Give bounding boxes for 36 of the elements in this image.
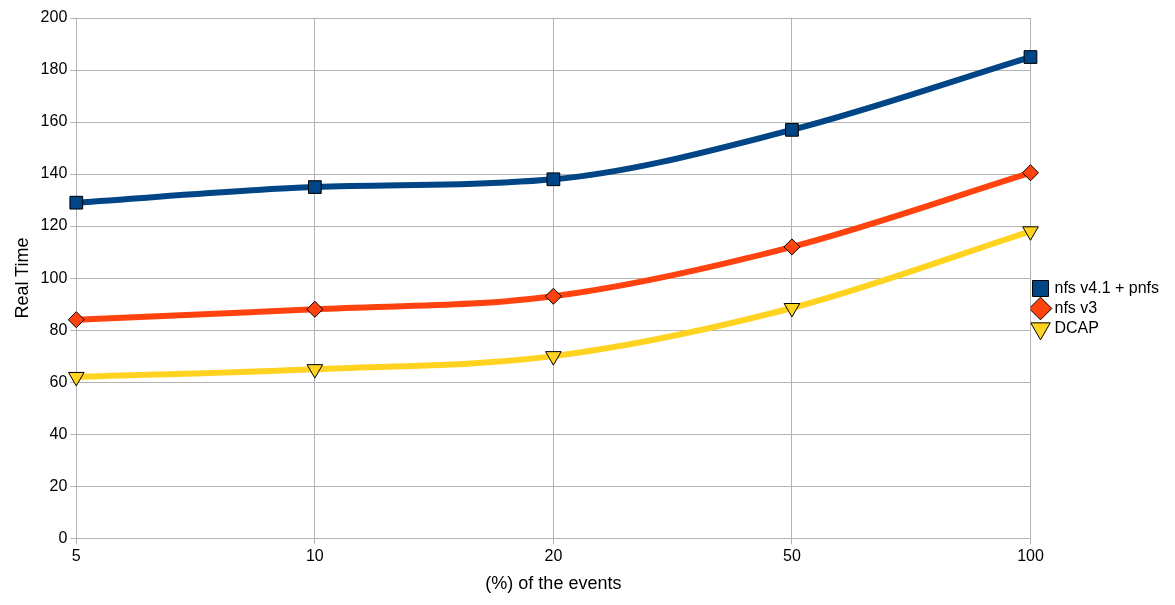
y-axis-title: Real Time — [11, 237, 32, 319]
x-tick-label: 5 — [71, 547, 81, 565]
point — [544, 287, 562, 305]
point — [1022, 226, 1039, 241]
x-tick-label: 20 — [544, 547, 563, 565]
point — [67, 311, 85, 329]
y-tick-label: 140 — [40, 164, 68, 182]
y-tick-label: 20 — [49, 476, 68, 494]
y-tick-label: 100 — [40, 268, 68, 286]
legend-label: nfs v4.1 + pnfs — [1054, 278, 1160, 296]
point — [1021, 164, 1039, 182]
x-tick-label: 100 — [1017, 547, 1044, 565]
point — [783, 238, 801, 256]
point — [546, 172, 561, 187]
point — [307, 180, 322, 194]
legend-label: DCAP — [1054, 318, 1099, 336]
y-tick-label: 40 — [49, 424, 68, 442]
point — [785, 122, 799, 137]
y-tick-label: 180 — [40, 60, 68, 78]
point — [68, 371, 85, 387]
y-tick-label: 160 — [40, 112, 68, 130]
y-tick-label: 60 — [49, 372, 68, 390]
y-tick-label: 0 — [58, 528, 68, 546]
x-axis-title: (%) of the events — [485, 573, 622, 594]
point — [783, 303, 801, 318]
x-tick-label: 50 — [783, 547, 801, 565]
point — [1023, 50, 1038, 64]
point — [545, 351, 562, 366]
point — [306, 300, 324, 318]
x-tick-label: 10 — [305, 547, 324, 565]
point — [69, 195, 84, 210]
legend-label: nfs v3 — [1054, 298, 1098, 316]
y-tick-label: 120 — [40, 216, 68, 234]
point — [306, 364, 324, 379]
y-tick-label: 80 — [49, 320, 68, 338]
y-tick-label: 200 — [40, 8, 68, 26]
